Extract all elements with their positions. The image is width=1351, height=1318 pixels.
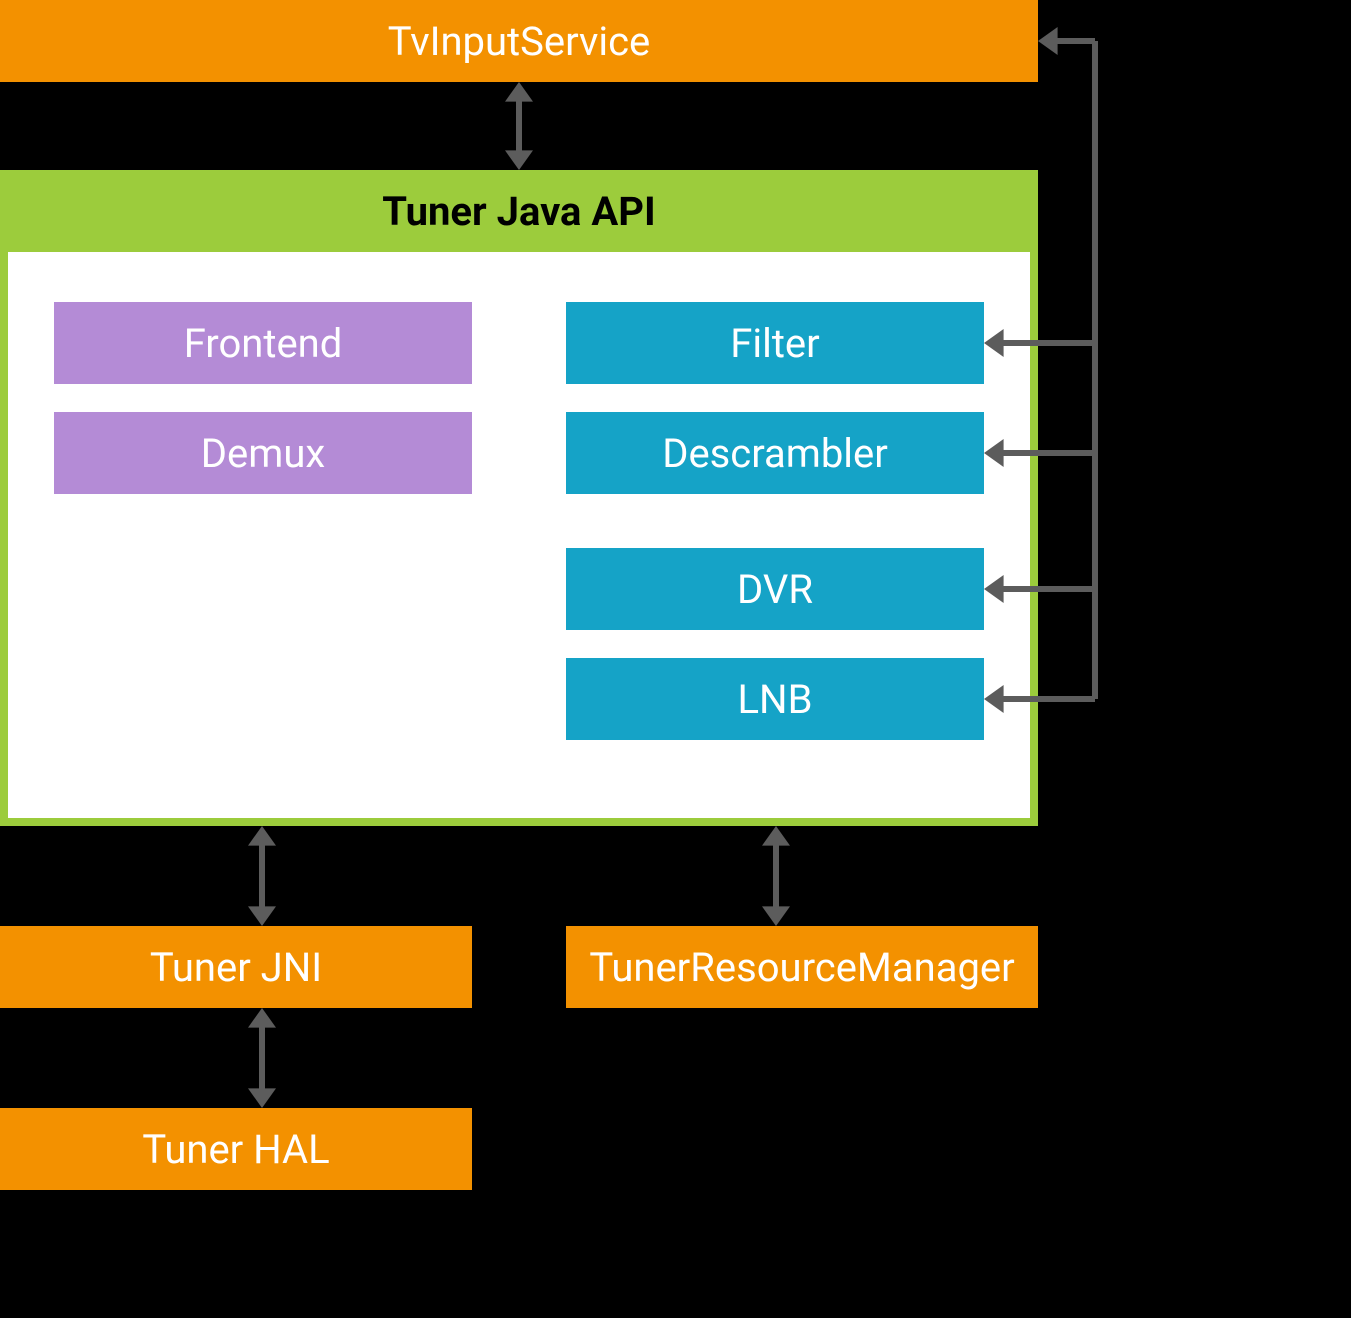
- tuner-resource-manager-box: TunerResourceManager: [566, 926, 1038, 1008]
- tuner-jni-box: Tuner JNI: [0, 926, 472, 1008]
- descrambler-box: Descrambler: [566, 412, 984, 494]
- tuner-java-api-header: Tuner Java API: [0, 170, 1038, 252]
- tv-input-service-box: TvInputService: [0, 0, 1038, 82]
- lnb-box: LNB: [566, 658, 984, 740]
- tuner-hal-box: Tuner HAL: [0, 1108, 472, 1190]
- filter-box: Filter: [566, 302, 984, 384]
- dvr-box: DVR: [566, 548, 984, 630]
- demux-box: Demux: [54, 412, 472, 494]
- frontend-box: Frontend: [54, 302, 472, 384]
